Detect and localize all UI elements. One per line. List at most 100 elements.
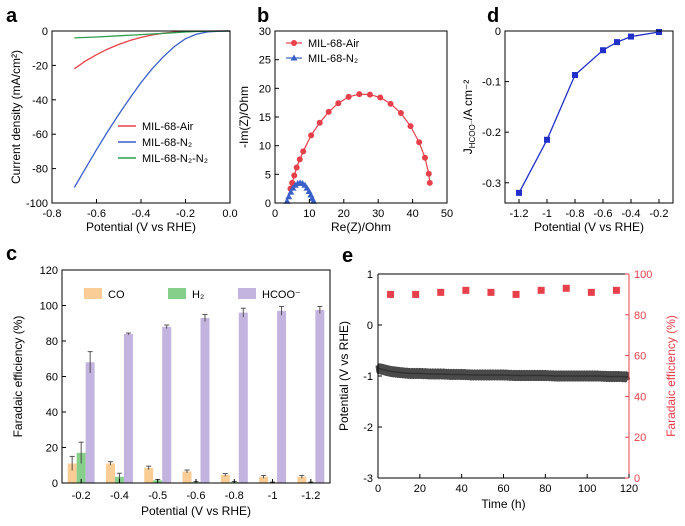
- x-tick-label: -0.2: [650, 208, 669, 220]
- data-point: [387, 100, 394, 107]
- series-line: [518, 31, 660, 194]
- y-tick-label: 60: [46, 372, 58, 384]
- y-right-tick-label: 60: [634, 351, 646, 363]
- panel-letter-d: d: [487, 5, 499, 27]
- data-point: [421, 154, 428, 161]
- y-axis-label: JHCOO⁻/A cm⁻²: [461, 80, 477, 155]
- x-tick-label: 40: [406, 208, 418, 220]
- x-tick-label: -0.4: [132, 208, 151, 220]
- x-tick-label: -0.5: [148, 490, 167, 502]
- data-point: [628, 33, 634, 40]
- x-tick-label: -0.2: [176, 208, 195, 220]
- y-tick-label: 0: [495, 26, 501, 38]
- x-tick-label: 60: [497, 483, 509, 495]
- y-right-tick-label: 20: [634, 432, 646, 444]
- y-right-axis-label: Faradaic efficiency (%): [664, 315, 678, 437]
- panel-c-axes: [61, 269, 331, 484]
- y-axis-label: -Im(Z)/Ohm: [237, 86, 251, 148]
- legend-label: MIL-68-Air: [308, 38, 360, 50]
- y-axis-label: Current density (mA/cm²): [9, 50, 23, 184]
- data-point: [296, 156, 303, 163]
- x-tick-label: -1.2: [510, 208, 529, 220]
- data-point: [291, 172, 298, 179]
- legend-marker: [290, 54, 298, 61]
- data-point: [310, 197, 318, 204]
- panel-letter-c: c: [6, 243, 17, 265]
- data-point: [300, 148, 307, 155]
- y-tick-label: -20: [32, 60, 48, 72]
- x-axis-label: Potential (V vs RHE): [534, 220, 644, 234]
- panel-letter-b: b: [257, 5, 269, 27]
- x-tick-label: -1: [268, 490, 278, 502]
- fe-point: [537, 286, 545, 294]
- data-point: [316, 119, 323, 126]
- data-point: [285, 193, 293, 200]
- bar: [220, 475, 230, 483]
- panel-letter-a: a: [6, 5, 18, 27]
- legend-label: MIL-68-N₂-N₂: [142, 153, 208, 165]
- x-tick-label: 20: [338, 208, 350, 220]
- data-point: [425, 170, 432, 177]
- x-tick-label: 40: [456, 483, 468, 495]
- panel-c-faradaic-efficiency-bar-chart: c -0.2 -0.4 -0.5 -0.6 -0.8 -1 -1.2 0 20 40 60 80 100 1…: [6, 243, 331, 518]
- bar: [76, 452, 86, 483]
- y-right-tick-label: 100: [634, 269, 652, 281]
- x-tick-label: 120: [620, 483, 638, 495]
- x-tick-label: 10: [303, 208, 315, 220]
- y-tick-label: 15: [259, 112, 271, 124]
- y-tick-label: 20: [259, 83, 271, 95]
- bar: [144, 467, 154, 483]
- data-point: [366, 91, 373, 98]
- bar: [315, 309, 325, 483]
- legend-marker: [291, 40, 297, 46]
- data-point: [426, 179, 433, 186]
- y-axis-label-unit: /A cm⁻²: [461, 80, 475, 120]
- x-tick-label: 80: [539, 483, 551, 495]
- y-axis-label-main: J: [461, 148, 475, 154]
- y-right-tick-label: 40: [634, 391, 646, 403]
- data-point: [308, 132, 315, 139]
- x-tick-label: 0: [272, 208, 278, 220]
- x-axis-label: Re(Z)/Ohm: [331, 220, 391, 234]
- y-left-tick-label: -2: [363, 422, 373, 434]
- y-tick-label: 0: [265, 198, 271, 210]
- x-tick-label: -0.6: [87, 208, 106, 220]
- data-point: [600, 47, 606, 54]
- x-tick-label: 50: [441, 208, 453, 220]
- y-tick-label: 0: [42, 26, 48, 38]
- x-tick-label: -0.4: [110, 490, 129, 502]
- data-point: [335, 100, 342, 107]
- fe-point: [387, 290, 395, 298]
- x-tick-label: -0.4: [622, 208, 641, 220]
- data-point: [416, 139, 423, 146]
- legend-label: MIL-68-Air: [142, 121, 194, 133]
- y-tick-label: 5: [265, 169, 271, 181]
- legend-label: MIL-68-N₂: [142, 137, 192, 149]
- x-tick-label: -1.2: [301, 490, 320, 502]
- data-point: [572, 72, 578, 79]
- data-point: [516, 189, 522, 196]
- x-tick-label: -0.6: [187, 490, 206, 502]
- panel-d-formate-current-chart: d -1.2 -1 -0.8 -0.6 -0.4 -0.2 -0.3 -0.2 -0.1 0 Pote…: [461, 5, 674, 234]
- x-tick-label: 30: [372, 208, 384, 220]
- x-tick-label: 20: [414, 483, 426, 495]
- y-right-tick-label: 80: [634, 310, 646, 322]
- y-tick-label: 120: [40, 265, 58, 277]
- y-left-tick-label: -1: [363, 371, 373, 383]
- bar: [105, 463, 115, 483]
- legend-label: CO: [108, 289, 125, 301]
- y-left-tick-label: 1: [367, 269, 373, 281]
- bar: [123, 333, 133, 483]
- x-axis-label: Potential (V vs RHE): [86, 220, 196, 234]
- series-line: [289, 93, 431, 189]
- data-point: [614, 39, 620, 46]
- fe-point: [612, 286, 620, 294]
- y-tick-label: 10: [259, 141, 271, 153]
- y-tick-label: -0.2: [482, 127, 501, 139]
- y-axis-label-subscript: HCOO⁻: [468, 120, 477, 148]
- x-axis-label: Potential (V vs RHE): [141, 504, 251, 518]
- x-tick-label: -0.6: [594, 208, 613, 220]
- y-right-tick-label: 0: [634, 473, 640, 485]
- panel-b-nyquist-chart: b0 10 20 30 40 50051015202530Re(Z)/Ohm-Im(Z)/…: [237, 5, 453, 234]
